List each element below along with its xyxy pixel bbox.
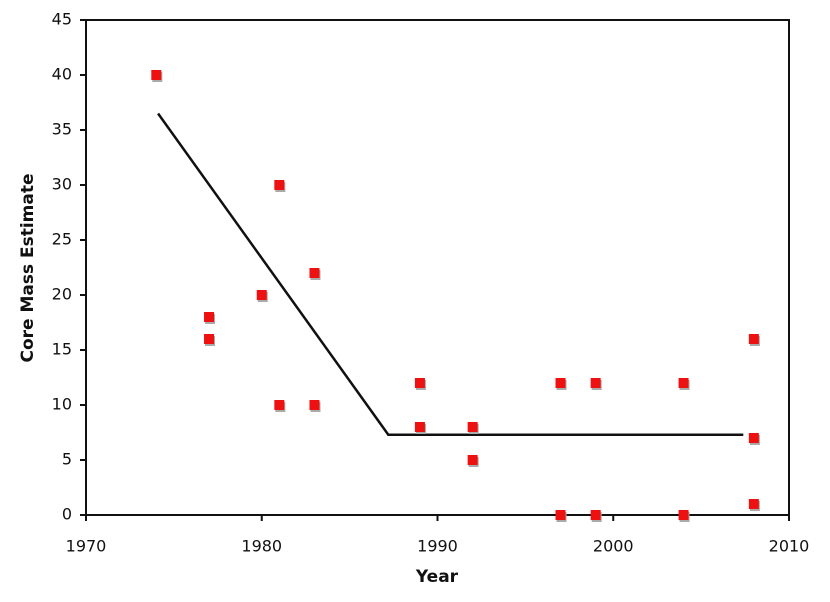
point [414,422,425,432]
point [309,268,320,278]
x-axis-title: Year [415,567,459,587]
x-tick-label: 1990 [417,537,458,556]
plot-frame [85,19,790,516]
point [414,378,425,388]
point [555,510,566,520]
point [467,455,478,465]
point [590,378,601,388]
point [309,400,320,410]
x-tick-label: 1970 [66,537,107,556]
y-tick-label: 40 [52,65,72,84]
point [274,400,285,410]
point [467,422,478,432]
y-tick-label: 20 [52,285,72,304]
x-tick-label: 2000 [593,537,634,556]
point [274,180,285,190]
y-tick-label: 45 [52,10,72,29]
point [204,334,215,344]
y-tick-label: 30 [52,175,72,194]
trend-line [157,112,744,436]
y-axis-title: Core Mass Estimate [18,173,38,362]
point [256,290,267,300]
point [678,510,689,520]
point [748,433,759,443]
y-tick-label: 35 [52,120,72,139]
point [151,70,162,80]
y-tick-label: 15 [52,340,72,359]
point [748,499,759,509]
point [555,378,566,388]
x-tick-label: 1980 [241,537,282,556]
y-tick-label: 10 [52,395,72,414]
x-tick-label: 2010 [769,537,810,556]
point [204,312,215,322]
point [748,334,759,344]
y-tick-label: 5 [62,450,72,469]
y-tick-label: 0 [62,505,72,524]
point [678,378,689,388]
y-tick-label: 25 [52,230,72,249]
point [590,510,601,520]
